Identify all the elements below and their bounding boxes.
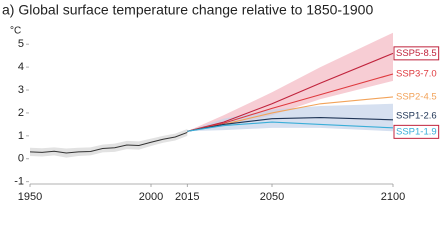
- y-tick-label: -1: [14, 176, 24, 188]
- line: [187, 121, 394, 132]
- y-tick-label: 4: [18, 61, 24, 73]
- chart: a) Global surface temperature change rel…: [2, 2, 440, 203]
- line: [29, 131, 188, 154]
- x-tick-label: 2000: [139, 191, 163, 203]
- chart-title: a) Global surface temperature change rel…: [2, 2, 373, 18]
- line: [187, 52, 394, 132]
- y-tick-label: 3: [18, 84, 24, 96]
- legend-label: SSP3-7.0: [396, 68, 437, 79]
- y-tick-label: 5: [18, 38, 24, 50]
- legend-label: SSP2-4.5: [396, 91, 437, 102]
- x-tick-label: 1950: [18, 191, 42, 203]
- line: [187, 116, 394, 132]
- highlight-box: [393, 46, 440, 61]
- y-tick-label: 0: [18, 153, 24, 165]
- y-tick-label: 2: [18, 107, 24, 119]
- legend-label: SSP1-1.9: [396, 126, 437, 137]
- legend-label: SSP1-2.6: [396, 110, 437, 121]
- legend-label: SSP5-8.5: [396, 48, 437, 59]
- x-tick-label: 2015: [175, 191, 199, 203]
- highlight-box: [393, 124, 440, 139]
- x-tick-label: 2100: [381, 191, 405, 203]
- line: [187, 73, 394, 132]
- uncertainty-band: [187, 32, 393, 132]
- x-tick-label: 2050: [260, 191, 284, 203]
- y-tick-label: 1: [18, 130, 24, 142]
- uncertainty-band: [30, 128, 188, 158]
- y-axis-label: °C: [10, 26, 21, 37]
